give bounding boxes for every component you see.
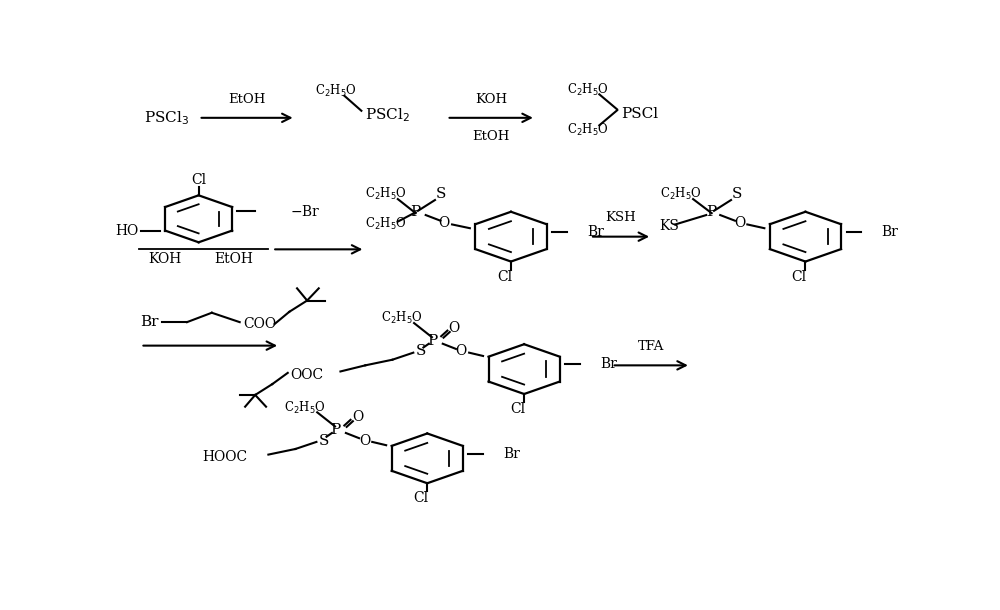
Text: S: S: [319, 434, 329, 448]
Text: KOH: KOH: [149, 252, 182, 266]
Text: Br: Br: [140, 315, 159, 329]
Text: KSH: KSH: [606, 212, 636, 224]
Text: P: P: [427, 334, 437, 348]
Text: C$_2$H$_5$O: C$_2$H$_5$O: [365, 186, 407, 203]
Text: Cl: Cl: [413, 491, 429, 505]
Text: PSCl: PSCl: [621, 107, 658, 121]
Text: HO: HO: [116, 223, 139, 237]
Text: C$_2$H$_5$O: C$_2$H$_5$O: [567, 122, 608, 138]
Text: $-$Br: $-$Br: [290, 204, 321, 219]
Text: Cl: Cl: [792, 270, 807, 284]
Text: Cl: Cl: [191, 173, 206, 187]
Text: EtOH: EtOH: [228, 93, 266, 106]
Text: COO: COO: [243, 317, 276, 331]
Text: Cl: Cl: [510, 402, 525, 416]
Text: C$_2$H$_5$O: C$_2$H$_5$O: [365, 217, 407, 232]
Text: P: P: [330, 423, 340, 437]
Text: C$_2$H$_5$O: C$_2$H$_5$O: [381, 310, 422, 326]
Text: O: O: [456, 344, 467, 358]
Text: C$_2$H$_5$O: C$_2$H$_5$O: [567, 82, 608, 98]
Text: O: O: [448, 321, 459, 335]
Text: C$_2$H$_5$O: C$_2$H$_5$O: [315, 83, 357, 99]
Text: HOOC: HOOC: [202, 450, 247, 464]
Text: OOC: OOC: [290, 368, 323, 382]
Text: P: P: [706, 205, 716, 219]
Text: TFA: TFA: [638, 340, 664, 353]
Text: O: O: [352, 410, 363, 424]
Text: PSCl$_3$: PSCl$_3$: [144, 109, 190, 127]
Text: O: O: [734, 215, 745, 229]
Text: S: S: [436, 187, 446, 201]
Text: Cl: Cl: [497, 270, 512, 284]
Text: EtOH: EtOH: [473, 130, 510, 143]
Text: Br: Br: [881, 225, 898, 239]
Text: Br: Br: [503, 447, 520, 461]
Text: S: S: [416, 344, 426, 358]
Text: PSCl$_2$: PSCl$_2$: [365, 107, 410, 124]
Text: O: O: [359, 434, 370, 448]
Text: C$_2$H$_5$O: C$_2$H$_5$O: [660, 186, 701, 203]
Text: Br: Br: [600, 357, 617, 371]
Text: P: P: [410, 205, 420, 219]
Text: C$_2$H$_5$O: C$_2$H$_5$O: [284, 400, 326, 415]
Text: KS: KS: [660, 219, 680, 233]
Text: Br: Br: [587, 225, 604, 239]
Text: S: S: [732, 187, 742, 201]
Text: EtOH: EtOH: [214, 252, 253, 266]
Text: KOH: KOH: [475, 93, 507, 106]
Text: O: O: [439, 215, 450, 229]
